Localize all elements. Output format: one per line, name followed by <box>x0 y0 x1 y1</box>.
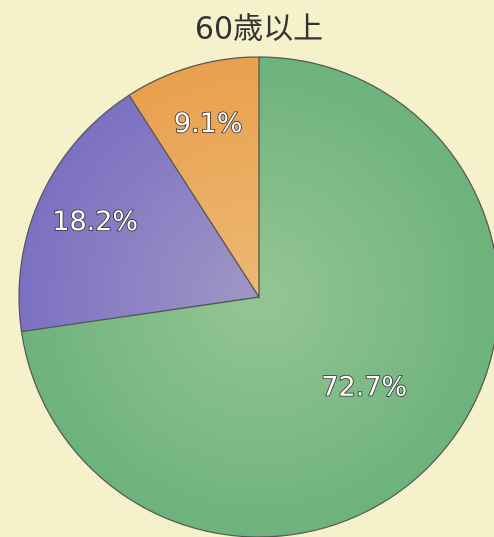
slice-label: 9.1% <box>174 108 243 139</box>
slice-label: 72.7% <box>321 372 407 403</box>
chart-title: 60歳以上 <box>195 12 323 47</box>
slice-label: 18.2% <box>52 206 138 237</box>
pie-slice <box>128 56 260 300</box>
pie-slice <box>20 56 494 537</box>
pie-slice <box>18 94 261 333</box>
